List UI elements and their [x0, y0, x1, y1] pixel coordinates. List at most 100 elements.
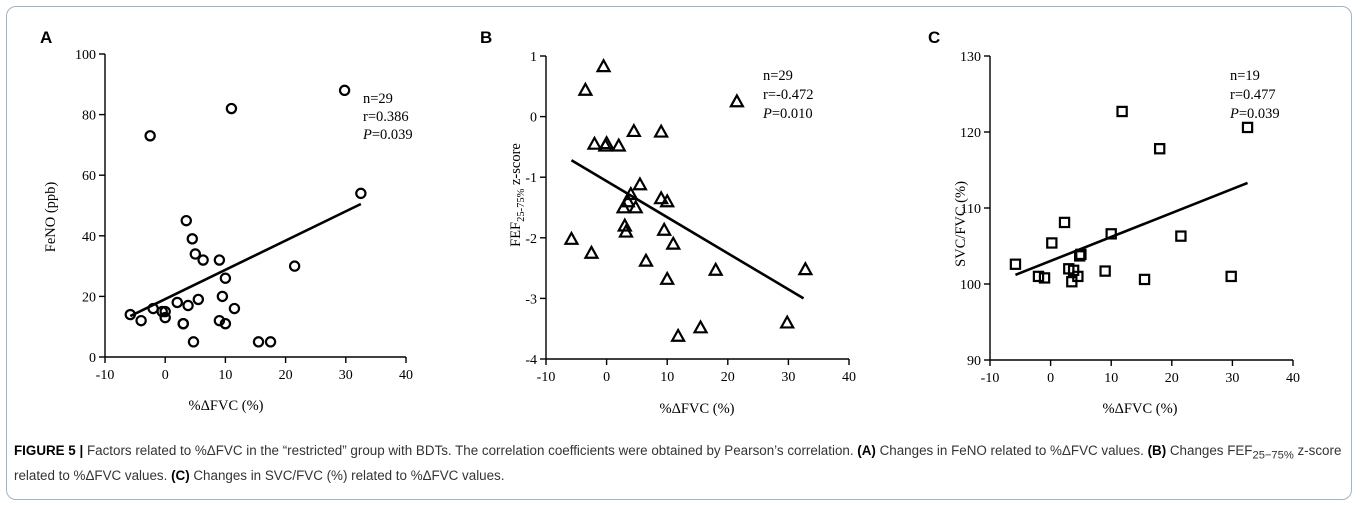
- panel-b-data-point: [632, 176, 648, 191]
- panel-b-x-tick-label: 20: [721, 370, 735, 385]
- panel-b-data-point: [779, 314, 796, 329]
- panel-b-data-point: [659, 193, 676, 208]
- caption-figure-label: FIGURE 5 |: [14, 443, 84, 458]
- panel-a-data-point: [288, 260, 301, 272]
- panel-b-stat-r: r=-0.472: [763, 87, 813, 103]
- panel-a-x-tick-label: 20: [279, 368, 293, 383]
- panel-a-data-point: [213, 314, 226, 327]
- panel-c-x-tick-label: 0: [1047, 371, 1054, 386]
- panel-b-data-point: [586, 135, 603, 150]
- panel-a-stat-p: P=0.039: [362, 127, 413, 143]
- panel-c-x-tick-label: 20: [1165, 371, 1179, 386]
- panel-b-data-point: [583, 244, 600, 259]
- panel-a-data-point: [124, 308, 136, 321]
- panel-a-y-tick-label: 20: [82, 290, 96, 305]
- panel-c-data-point: [1241, 121, 1254, 134]
- panel-c-data-point: [1072, 270, 1084, 283]
- panel-b-data-point: [626, 122, 642, 138]
- panel-b-y-tick-label: -1: [525, 171, 537, 186]
- panel-a-data-point: [186, 233, 198, 245]
- panel-c-x-tick-label: -10: [981, 371, 1000, 386]
- panel-b: B FEF25-75% z-score %ΔFVC (%) n=29 r=-0.…: [480, 28, 856, 417]
- panel-b-data-point: [707, 261, 724, 276]
- panel-a-y-tick-label: 40: [82, 230, 96, 245]
- panel-a-data-point: [171, 296, 183, 309]
- panel-a-data-point: [338, 84, 351, 97]
- panel-b-data-point: [627, 199, 644, 214]
- panel-a-x-tick-label: 10: [218, 368, 232, 383]
- panel-c-letter: C: [928, 28, 940, 47]
- panel-a-x-axis-title: %ΔFVC (%): [189, 398, 264, 414]
- panel-b-x-tick-label: 0: [603, 370, 610, 385]
- panel-b-data-point: [653, 190, 670, 205]
- panel-b-stat-n: n=29: [763, 68, 793, 84]
- panel-a-data-point: [159, 311, 171, 324]
- panel-a-data-point: [213, 254, 226, 266]
- panel-c-x-tick-label: 10: [1104, 371, 1118, 386]
- panel-c-stat-n: n=19: [1230, 68, 1260, 84]
- panel-c-y-axis-title: SVC/FVC (%): [953, 181, 969, 267]
- panel-c: C SVC/FVC (%) %ΔFVC (%) n=19 r=0.477 P=0…: [928, 28, 1300, 417]
- panel-b-data-point: [797, 261, 814, 276]
- panel-c-y-tick-label: 90: [967, 354, 981, 369]
- panel-b-stat-p: P=0.010: [762, 106, 813, 122]
- panel-c-data-point: [1075, 248, 1087, 261]
- panel-c-data-point: [1032, 270, 1045, 283]
- panel-a-data-point: [219, 272, 232, 284]
- panel-c-y-tick-label: 100: [960, 278, 981, 293]
- panel-c-data-point: [1105, 228, 1117, 240]
- panel-a-data-point: [355, 187, 367, 200]
- panel-c-regression-line: [1014, 181, 1249, 277]
- panel-b-data-point: [595, 58, 612, 73]
- panel-a-stat-n: n=29: [363, 91, 393, 107]
- panel-a-x-tick-label: -10: [96, 368, 115, 383]
- panel-b-data-point: [670, 327, 686, 342]
- panel-b-letter: B: [480, 28, 492, 47]
- panel-a-y-tick-label: 100: [75, 48, 96, 63]
- panel-b-data-point: [665, 235, 682, 250]
- caption-intro: Factors related to %ΔFVC in the “restric…: [83, 443, 858, 458]
- panel-a: A FeNO (ppb) %ΔFVC (%) n=29 r=0.386 P=0.…: [40, 28, 413, 414]
- panel-a-data-point: [197, 254, 209, 266]
- panel-a-x-tick-label: 0: [162, 368, 169, 383]
- panel-a-data-point: [135, 314, 147, 327]
- panel-a-data-point: [182, 299, 194, 312]
- panel-b-x-tick-label: 40: [842, 370, 856, 385]
- panel-c-x-tick-label: 40: [1286, 371, 1300, 386]
- panel-a-data-point: [192, 293, 205, 306]
- panel-a-data-point: [216, 290, 229, 303]
- panel-a-data-point: [264, 336, 277, 348]
- panel-b-x-tick-label: -10: [537, 370, 556, 385]
- caption-a-text: Changes in FeNO related to %ΔFVC values.: [875, 443, 1148, 458]
- panel-c-y-tick-label: 110: [961, 202, 981, 217]
- panel-a-data-point: [219, 317, 232, 330]
- panel-b-data-point: [598, 134, 615, 150]
- panel-b-data-point: [618, 223, 634, 238]
- panel-a-y-tick-label: 60: [82, 169, 96, 184]
- panel-b-data-point: [729, 93, 745, 108]
- panel-b-data-point: [616, 217, 633, 232]
- panel-b-data-point: [577, 81, 594, 96]
- panel-c-data-point: [1116, 105, 1128, 118]
- panel-a-data-point: [144, 130, 156, 142]
- caption-c-label: (C): [171, 467, 190, 483]
- panel-c-x-tick-label: 30: [1225, 371, 1239, 386]
- panel-c-stat-p: P=0.039: [1229, 106, 1280, 122]
- panel-b-y-tick-label: -2: [525, 232, 537, 247]
- panel-a-data-point: [159, 305, 171, 318]
- figure-caption: FIGURE 5 | Factors related to %ΔFVC in t…: [14, 441, 1344, 485]
- caption-b-text: Changes FEF: [1166, 443, 1253, 458]
- caption-b-text-end: z-score related to %ΔFVC values.: [14, 443, 1342, 483]
- panel-a-data-point: [228, 302, 241, 315]
- panel-b-y-tick-label: -4: [525, 353, 537, 368]
- figure-charts: A FeNO (ppb) %ΔFVC (%) n=29 r=0.386 P=0.…: [40, 28, 1300, 417]
- panel-c-data-point: [1225, 270, 1237, 283]
- panel-b-data-point: [622, 185, 639, 201]
- panel-c-data-point: [1099, 265, 1111, 277]
- caption-c-text: Changes in SVC/FVC (%) related to %ΔFVC …: [189, 467, 505, 483]
- panel-c-y-tick-label: 130: [960, 50, 981, 65]
- panel-b-x-axis-title: %ΔFVC (%): [660, 401, 735, 417]
- panel-a-y-tick-label: 80: [82, 109, 96, 124]
- panel-c-y-tick-label: 120: [960, 126, 981, 141]
- panel-b-data-point: [638, 252, 654, 267]
